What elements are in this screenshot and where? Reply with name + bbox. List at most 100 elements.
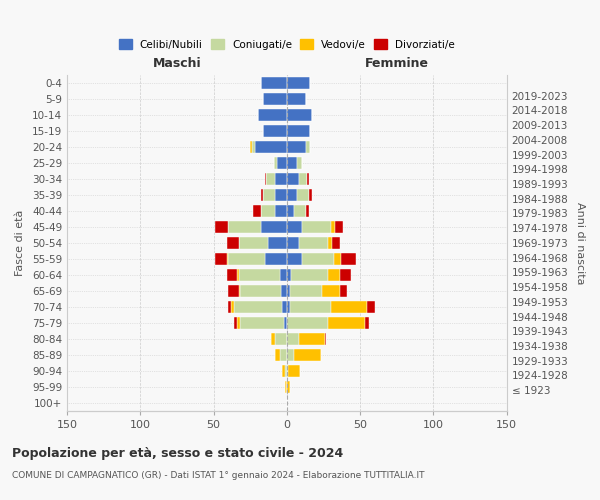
Bar bbox=[253, 205, 260, 217]
Bar bbox=[234, 301, 283, 313]
Bar bbox=[275, 205, 287, 217]
Y-axis label: Anni di nascita: Anni di nascita bbox=[575, 202, 585, 284]
Bar bbox=[257, 109, 287, 121]
Bar bbox=[328, 317, 365, 329]
Bar bbox=[266, 173, 275, 185]
Bar bbox=[286, 365, 287, 377]
Bar bbox=[306, 205, 309, 217]
Bar bbox=[228, 285, 239, 297]
Bar bbox=[290, 285, 322, 297]
Bar bbox=[237, 317, 240, 329]
Text: Femmine: Femmine bbox=[365, 57, 429, 70]
Bar bbox=[341, 253, 356, 265]
Bar bbox=[265, 253, 287, 265]
Bar bbox=[280, 269, 287, 281]
Bar bbox=[367, 301, 375, 313]
Text: Maschi: Maschi bbox=[152, 57, 201, 70]
Bar bbox=[280, 349, 287, 361]
Bar bbox=[328, 237, 332, 249]
Bar bbox=[228, 253, 265, 265]
Bar bbox=[239, 285, 240, 297]
Bar bbox=[286, 381, 287, 393]
Bar bbox=[297, 189, 309, 201]
Bar bbox=[287, 205, 294, 217]
Bar bbox=[240, 317, 284, 329]
Bar bbox=[283, 301, 287, 313]
Bar bbox=[274, 157, 277, 169]
Bar bbox=[250, 141, 252, 153]
Bar bbox=[289, 365, 300, 377]
Bar bbox=[340, 285, 347, 297]
Bar bbox=[228, 221, 260, 233]
Bar bbox=[287, 77, 310, 89]
Bar bbox=[287, 381, 290, 393]
Bar bbox=[234, 317, 237, 329]
Bar bbox=[302, 253, 334, 265]
Bar bbox=[287, 237, 299, 249]
Bar bbox=[263, 125, 287, 137]
Bar bbox=[287, 301, 290, 313]
Bar bbox=[365, 317, 369, 329]
Bar bbox=[281, 285, 287, 297]
Text: Popolazione per età, sesso e stato civile - 2024: Popolazione per età, sesso e stato civil… bbox=[12, 448, 343, 460]
Bar bbox=[287, 317, 328, 329]
Bar bbox=[325, 333, 326, 345]
Bar bbox=[260, 221, 287, 233]
Bar bbox=[275, 333, 287, 345]
Bar bbox=[331, 301, 367, 313]
Bar bbox=[294, 349, 320, 361]
Bar bbox=[215, 253, 227, 265]
Bar bbox=[275, 189, 287, 201]
Bar bbox=[299, 333, 325, 345]
Bar bbox=[309, 189, 312, 201]
Bar bbox=[260, 189, 263, 201]
Bar bbox=[306, 141, 310, 153]
Bar bbox=[297, 157, 302, 169]
Bar bbox=[287, 189, 297, 201]
Bar bbox=[291, 269, 328, 281]
Bar bbox=[263, 93, 287, 105]
Bar bbox=[240, 285, 281, 297]
Bar bbox=[287, 125, 310, 137]
Bar bbox=[287, 333, 299, 345]
Bar bbox=[228, 301, 231, 313]
Bar bbox=[254, 141, 287, 153]
Bar bbox=[239, 237, 268, 249]
Bar bbox=[271, 333, 275, 345]
Bar bbox=[287, 365, 289, 377]
Bar bbox=[294, 205, 306, 217]
Bar bbox=[260, 205, 275, 217]
Bar bbox=[287, 253, 302, 265]
Bar bbox=[322, 285, 340, 297]
Bar bbox=[283, 365, 286, 377]
Bar bbox=[260, 77, 287, 89]
Bar bbox=[268, 237, 287, 249]
Bar bbox=[287, 173, 299, 185]
Bar bbox=[287, 157, 297, 169]
Bar bbox=[227, 269, 237, 281]
Bar bbox=[239, 269, 280, 281]
Bar bbox=[287, 109, 312, 121]
Bar bbox=[287, 285, 290, 297]
Text: COMUNE DI CAMPAGNATICO (GR) - Dati ISTAT 1° gennaio 2024 - Elaborazione TUTTITAL: COMUNE DI CAMPAGNATICO (GR) - Dati ISTAT… bbox=[12, 470, 425, 480]
Bar bbox=[331, 221, 335, 233]
Y-axis label: Fasce di età: Fasce di età bbox=[15, 210, 25, 276]
Bar bbox=[340, 269, 352, 281]
Bar bbox=[328, 269, 340, 281]
Bar bbox=[275, 173, 287, 185]
Bar bbox=[227, 237, 239, 249]
Bar bbox=[275, 349, 280, 361]
Bar bbox=[335, 221, 343, 233]
Bar bbox=[287, 141, 306, 153]
Bar bbox=[237, 269, 239, 281]
Bar bbox=[263, 189, 275, 201]
Bar bbox=[299, 173, 307, 185]
Bar bbox=[299, 237, 328, 249]
Bar bbox=[287, 221, 302, 233]
Bar bbox=[252, 141, 254, 153]
Bar bbox=[265, 173, 266, 185]
Bar bbox=[277, 157, 287, 169]
Bar bbox=[287, 93, 306, 105]
Bar bbox=[231, 301, 234, 313]
Bar bbox=[332, 237, 340, 249]
